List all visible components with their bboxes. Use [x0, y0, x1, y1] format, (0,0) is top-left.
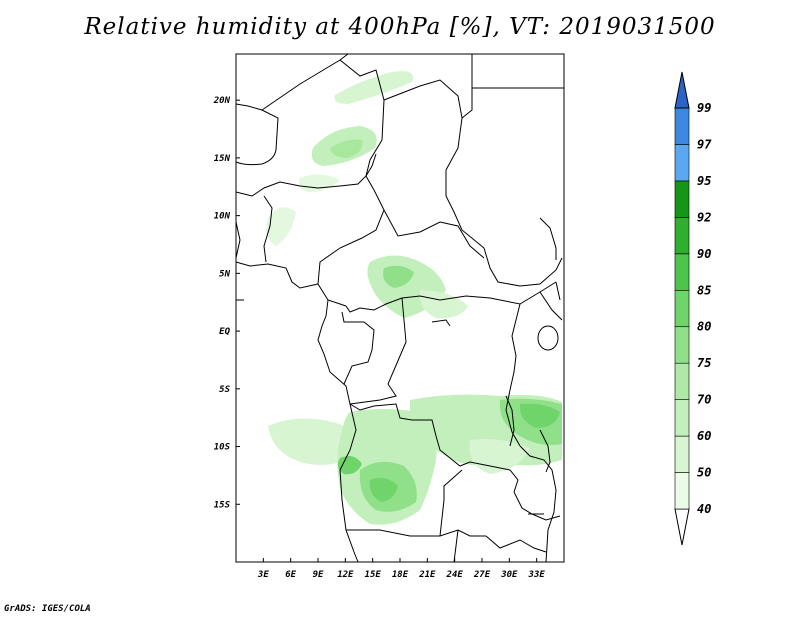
border-west — [235, 221, 241, 259]
lake-victoria — [537, 325, 559, 351]
border-cameroon-chad — [317, 175, 385, 307]
colorbar-segment — [674, 435, 690, 473]
border-car-north — [383, 209, 485, 259]
colorbar-segment — [674, 217, 690, 255]
colorbar-label: 40 — [697, 502, 711, 516]
border-congo-drc — [349, 297, 407, 405]
colorbar-segment — [674, 144, 690, 182]
border-namibia-angola — [346, 529, 486, 537]
humidity-patch-chad — [299, 174, 340, 192]
x-tick-label: 6E — [285, 570, 296, 580]
border-angola-zambia — [439, 469, 463, 537]
border-benin-nigeria — [263, 195, 273, 263]
map-title: Relative humidity at 400hPa [%], VT: 201… — [84, 14, 716, 40]
colorbar-label: 70 — [697, 393, 711, 407]
humidity-shading — [266, 71, 562, 525]
y-tick-label: 5N — [219, 269, 230, 279]
coast-gulf-guinea — [235, 261, 319, 289]
colorbar-label: 97 — [697, 137, 712, 151]
x-axis-ticks: 3E 6E 9E 12E 15E 18E 21E 24E 27E 30E 33E — [257, 558, 545, 580]
x-tick-label: 21E — [418, 570, 436, 580]
x-tick-label: 15E — [365, 570, 382, 580]
y-tick-label: 15S — [214, 500, 231, 510]
lakes — [431, 319, 559, 515]
river-congo — [431, 319, 451, 327]
x-tick-label: 30E — [500, 570, 518, 580]
border-uganda — [539, 291, 563, 321]
humidity-patch-north — [334, 71, 414, 104]
y-tick-label: EQ — [219, 327, 230, 337]
coast-gabon-congo — [317, 299, 351, 405]
humidity-patch-angola-peak — [369, 478, 398, 502]
x-tick-label: 27E — [473, 570, 491, 580]
colorbar-lower-arrow — [674, 508, 690, 546]
humidity-patch-drc-north — [419, 290, 468, 319]
border-drc-east — [505, 303, 521, 447]
colorbar-segment — [674, 472, 690, 510]
border-kenya — [555, 281, 561, 301]
colorbar-label: 95 — [697, 174, 711, 188]
x-tick-label: 33E — [528, 570, 546, 580]
colorbar-label: 90 — [697, 247, 711, 261]
humidity-patch-tanzania-core — [519, 403, 560, 428]
colorbar-upper-arrow — [674, 71, 690, 109]
x-tick-label: 3E — [257, 570, 269, 580]
colorbar-segment — [674, 326, 690, 364]
colorbar-label: 85 — [697, 283, 711, 297]
x-tick-label: 12E — [337, 570, 354, 580]
humidity-patch-sahel-core — [330, 139, 363, 158]
coast-angola — [339, 403, 359, 563]
colorbar-segment — [674, 180, 690, 218]
country-borders — [235, 53, 564, 563]
colorbar-segment — [674, 289, 690, 328]
border-malawi-mozambique — [519, 445, 557, 563]
colorbar-label: 92 — [697, 210, 711, 224]
colorbar-segment — [674, 253, 690, 291]
colorbar-label: 60 — [697, 429, 711, 443]
lake-tanganyika — [505, 395, 515, 447]
border-algeria-mali — [235, 103, 279, 166]
colorbar-label: 50 — [697, 466, 711, 480]
colorbar-segment — [674, 107, 690, 145]
humidity-patch-coast-peak — [337, 456, 362, 475]
colorbar-label: 75 — [697, 356, 711, 370]
x-tick-label: 24E — [446, 570, 464, 580]
y-tick-label: 5S — [219, 385, 230, 395]
border-congo-gabon — [341, 311, 375, 385]
x-tick-label: 9E — [313, 570, 324, 580]
border-niger-south — [235, 153, 377, 197]
colorbar: 40 50 60 70 75 80 85 90 92 95 97 99 — [674, 71, 712, 546]
grads-credit: GrADS: IGES/COLA — [4, 604, 91, 614]
colorbar-segment — [674, 399, 690, 437]
colorbar-segment — [674, 362, 690, 400]
border-sudan — [445, 117, 563, 287]
y-tick-label: 10S — [214, 443, 231, 453]
y-axis-ticks: 20N 15N 10N 5N EQ 5S 10S 15S — [213, 96, 240, 510]
colorbar-label: 80 — [697, 320, 711, 334]
border-ethiopia — [539, 217, 557, 260]
y-tick-label: 15N — [214, 154, 231, 164]
humidity-patch-atlantic — [268, 418, 356, 465]
x-tick-label: 18E — [392, 570, 409, 580]
y-tick-label: 10N — [214, 212, 231, 222]
humidity-patch-nigeria — [266, 207, 296, 246]
y-tick-label: 20N — [213, 96, 231, 106]
border-drc-angola-zambia — [349, 403, 519, 493]
border-botswana — [453, 529, 459, 563]
lake-malawi — [539, 429, 551, 473]
border-zimbabwe — [485, 535, 547, 553]
border-algeria-niger — [261, 53, 349, 111]
colorbar-label: 99 — [697, 101, 711, 115]
humidity-patch-central-africa-core — [383, 265, 414, 288]
border-libya-egypt — [383, 54, 473, 119]
